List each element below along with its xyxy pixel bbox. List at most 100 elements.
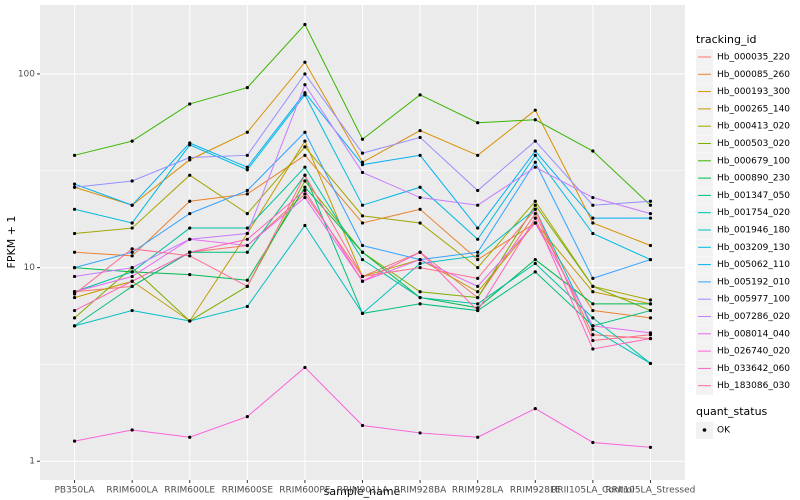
data-point — [303, 165, 307, 169]
legend-label: Hb_001347_050 — [717, 191, 790, 201]
data-point — [476, 265, 480, 270]
data-point — [188, 237, 192, 241]
data-point — [648, 257, 653, 262]
x-tick-label: PB350LA — [54, 486, 95, 496]
legend-label: Hb_005977_100 — [717, 295, 790, 305]
data-point — [245, 226, 249, 230]
x-tick-label: RRIM600LA — [106, 486, 158, 496]
data-point — [72, 207, 77, 211]
data-point — [72, 274, 77, 279]
x-tick-label: RRIM600SE — [222, 486, 274, 496]
data-point — [130, 247, 134, 251]
data-point — [591, 347, 595, 351]
data-point — [188, 319, 192, 323]
data-point — [72, 308, 77, 313]
data-point — [303, 60, 307, 64]
data-point — [591, 324, 595, 328]
x-tick-label: RRIM928BA — [394, 486, 447, 496]
data-point — [476, 308, 480, 313]
data-point — [533, 207, 537, 211]
data-point — [245, 231, 249, 236]
data-point — [245, 153, 249, 157]
data-point — [303, 192, 307, 196]
data-point — [130, 250, 134, 254]
data-point — [476, 250, 480, 254]
data-point — [360, 279, 365, 283]
data-point — [188, 102, 192, 106]
data-point — [591, 216, 595, 220]
data-point — [648, 302, 653, 306]
data-point — [533, 139, 537, 143]
data-point — [533, 160, 537, 164]
data-point — [360, 311, 365, 315]
data-point — [476, 295, 480, 300]
data-point — [188, 212, 192, 216]
data-point — [188, 273, 192, 277]
data-point — [648, 336, 653, 341]
data-point — [303, 91, 307, 95]
data-point — [533, 270, 537, 274]
data-point — [130, 279, 134, 283]
legend-label: Hb_000679_100 — [717, 156, 790, 166]
data-point — [303, 365, 307, 370]
data-point — [476, 121, 480, 125]
data-point — [130, 179, 134, 183]
data-point — [245, 188, 249, 193]
data-point — [72, 153, 77, 157]
data-point — [476, 226, 480, 230]
data-point — [72, 250, 77, 254]
data-point — [303, 139, 307, 143]
data-point — [533, 203, 537, 207]
data-point — [245, 130, 249, 134]
legend-label: Hb_003209_130 — [717, 243, 790, 253]
legend-label: Hb_000035_220 — [717, 53, 790, 63]
legend-label: Hb_005192_010 — [717, 277, 790, 287]
y-tick-label: 10 — [24, 263, 36, 273]
data-point — [533, 108, 537, 112]
y-tick-label: 1 — [29, 457, 35, 467]
data-point — [360, 243, 365, 248]
data-point — [476, 203, 480, 207]
data-point — [245, 250, 249, 254]
legend-point — [702, 428, 707, 432]
data-point — [533, 257, 537, 262]
data-point — [245, 284, 249, 288]
data-point — [591, 221, 595, 225]
data-point — [360, 250, 365, 254]
data-point — [648, 199, 653, 203]
data-point — [418, 221, 422, 225]
data-point — [533, 199, 537, 203]
data-point — [418, 431, 422, 435]
data-point — [303, 195, 307, 200]
data-point — [72, 324, 77, 328]
data-point — [360, 163, 365, 167]
data-point — [591, 302, 595, 306]
data-point — [130, 221, 134, 225]
data-point — [648, 212, 653, 216]
data-point — [648, 216, 653, 220]
data-point — [245, 168, 249, 172]
x-tick-label: RRII105LA_Stressed — [606, 486, 696, 496]
data-point — [533, 216, 537, 220]
legend-label: Hb_000085_260 — [717, 70, 790, 80]
data-point — [591, 338, 595, 343]
data-point — [418, 185, 422, 189]
legend-label: Hb_008014_040 — [717, 329, 790, 339]
data-point — [360, 257, 365, 262]
data-point — [418, 93, 422, 97]
data-point — [360, 137, 365, 141]
y-tick-label: 100 — [18, 69, 35, 79]
data-point — [72, 182, 77, 186]
data-point — [418, 195, 422, 200]
data-point — [360, 214, 365, 218]
x-tick-label: RRII105LA_Control — [551, 486, 634, 496]
data-point — [245, 304, 249, 309]
data-point — [72, 265, 77, 270]
legend-label: Hb_026740_020 — [717, 347, 790, 357]
data-point — [360, 203, 365, 207]
data-point — [72, 231, 77, 236]
data-point — [360, 274, 365, 279]
legend-label: Hb_033642_060 — [717, 364, 790, 374]
data-point — [476, 284, 480, 288]
